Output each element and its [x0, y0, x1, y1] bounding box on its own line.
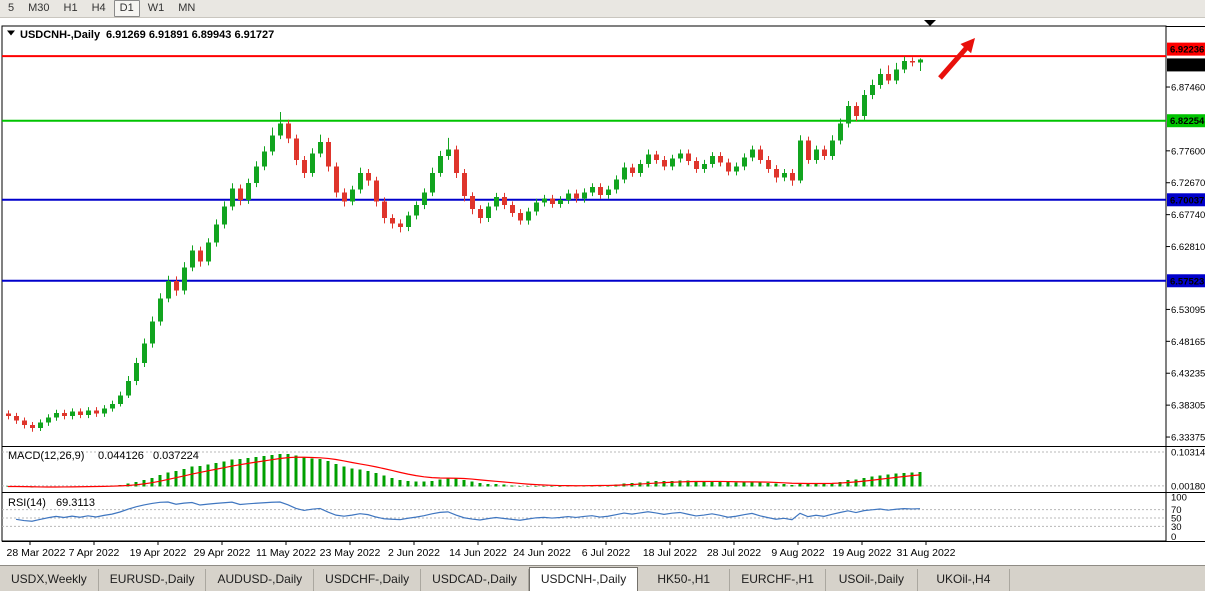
svg-text:6.57523: 6.57523	[1170, 276, 1204, 287]
date-axis-label: 19 Apr 2022	[130, 547, 187, 559]
date-axis-label: 9 Aug 2022	[771, 547, 824, 559]
macd-axis-label: 0.103145	[1171, 448, 1205, 459]
symbol-dropdown-icon[interactable]	[7, 30, 15, 36]
chart-title: USDCNH-,Daily	[20, 29, 101, 41]
timeframe-button-h4[interactable]: H4	[91, 2, 106, 14]
macd-value-signal: 0.037224	[153, 450, 199, 462]
date-axis-label: 31 Aug 2022	[897, 547, 956, 559]
svg-text:6.82254: 6.82254	[1170, 116, 1205, 127]
tab-eurusd-daily[interactable]: EURUSD-,Daily	[99, 569, 207, 591]
tab-ukoil-h4[interactable]: UKOil-,H4	[918, 569, 1010, 591]
date-axis-label: 7 Apr 2022	[69, 547, 120, 559]
price-axis-label: 6.62810	[1171, 242, 1205, 253]
timeframe-button-w1[interactable]: W1	[147, 2, 165, 14]
tab-usdcad-daily[interactable]: USDCAD-,Daily	[421, 569, 529, 591]
timeframe-button-d1[interactable]: D1	[113, 0, 140, 17]
support-line-blue-2-label	[1167, 274, 1205, 288]
date-axis-label: 6 Jul 2022	[582, 547, 631, 559]
rsi-indicator-label: RSI(14)	[8, 497, 46, 509]
date-axis-label: 19 Aug 2022	[833, 547, 892, 559]
date-axis-label: 14 Jun 2022	[449, 547, 507, 559]
svg-text:6.70037: 6.70037	[1170, 195, 1204, 206]
svg-text:6.91727: 6.91727	[1170, 60, 1204, 71]
macd-signal-line	[7, 456, 921, 488]
chart-canvas[interactable]: 6.87460 6.77600 6.72670 6.67740 6.62810 6.530…	[0, 18, 1205, 565]
current-price-label	[1167, 58, 1205, 72]
date-axis-label: 2 Jun 2022	[388, 547, 440, 559]
tab-audusd-daily[interactable]: AUDUSD-,Daily	[206, 569, 315, 591]
svg-text:6.92236: 6.92236	[1170, 45, 1204, 56]
macd-indicator-label: MACD(12,26,9)	[8, 450, 84, 462]
price-axis-label: 6.67740	[1171, 210, 1205, 221]
rsi-axis-label: 50	[1171, 514, 1182, 525]
date-axis-label: 24 Jun 2022	[513, 547, 571, 559]
tab-usdchf-daily[interactable]: USDCHF-,Daily	[314, 569, 422, 591]
support-line-blue-1-label	[1167, 193, 1205, 207]
timeframe-button-h1[interactable]: H1	[63, 2, 78, 14]
date-axis-label: 28 Mar 2022	[7, 547, 66, 559]
tab-eurchf-h1[interactable]: EURCHF-,H1	[730, 569, 826, 591]
price-axis-label: 6.38305	[1171, 401, 1205, 412]
rsi-axis-label: 30	[1171, 522, 1182, 533]
price-axis-label: 6.48165	[1171, 337, 1205, 348]
tab-usdcnh-daily[interactable]: USDCNH-,Daily	[528, 567, 639, 591]
date-axis-label: 28 Jul 2022	[707, 547, 761, 559]
date-axis-label: 23 May 2022	[320, 547, 381, 559]
rsi-axis-label: 70	[1171, 505, 1182, 516]
trend-arrow-annotation[interactable]	[938, 38, 975, 80]
price-axis-label: 6.43235	[1171, 369, 1205, 380]
price-axis-label: 6.77600	[1171, 146, 1205, 157]
chart-generated-layer: 6.87460 6.77600 6.72670 6.67740 6.62810 6.530…	[0, 18, 1205, 565]
chart-ohlc-values: 6.91269 6.91891 6.89943 6.91727	[106, 29, 274, 41]
timeframe-button-m30[interactable]: M30	[28, 2, 50, 14]
date-axis-label: 18 Jul 2022	[643, 547, 697, 559]
timeframe-button-5[interactable]: 5	[8, 2, 15, 14]
rsi-line	[15, 501, 921, 522]
price-axis-label: 6.72670	[1171, 178, 1205, 189]
date-axis-label: 11 May 2022	[256, 547, 316, 559]
date-axis-label: 29 Apr 2022	[194, 547, 251, 559]
tab-hk50-h1[interactable]: HK50-,H1	[638, 569, 731, 591]
support-line-green-label	[1167, 114, 1205, 128]
chart-shift-marker[interactable]	[924, 20, 936, 26]
tab-usdx-weekly[interactable]: USDX,Weekly	[0, 569, 99, 591]
resistance-line-red-label	[1167, 42, 1205, 56]
rsi-value: 69.3113	[56, 497, 95, 509]
tab-usoil-daily[interactable]: USOil-,Daily	[826, 569, 918, 591]
chart-area: 6.87460 6.77600 6.72670 6.67740 6.62810 6.530…	[0, 18, 1205, 565]
macd-axis-label: 0.00180	[1171, 481, 1205, 492]
rsi-axis-label: 0	[1171, 532, 1176, 543]
price-axis-label: 6.53095	[1171, 305, 1205, 316]
price-axis-label: 6.33375	[1171, 433, 1205, 444]
macd-value-main: 0.044126	[98, 450, 144, 462]
rsi-axis-label: 100	[1171, 493, 1187, 504]
chart-tabs-bar: USDX,Weekly EURUSD-,Daily AUDUSD-,Daily USD…	[0, 565, 1205, 591]
timeframe-button-mn[interactable]: MN	[178, 2, 196, 14]
chart-border	[1, 25, 1167, 542]
timeframe-toolbar: 5 M30 H1 H4 D1 W1 MN	[0, 0, 1205, 18]
price-axis-label: 6.87460	[1171, 83, 1205, 94]
